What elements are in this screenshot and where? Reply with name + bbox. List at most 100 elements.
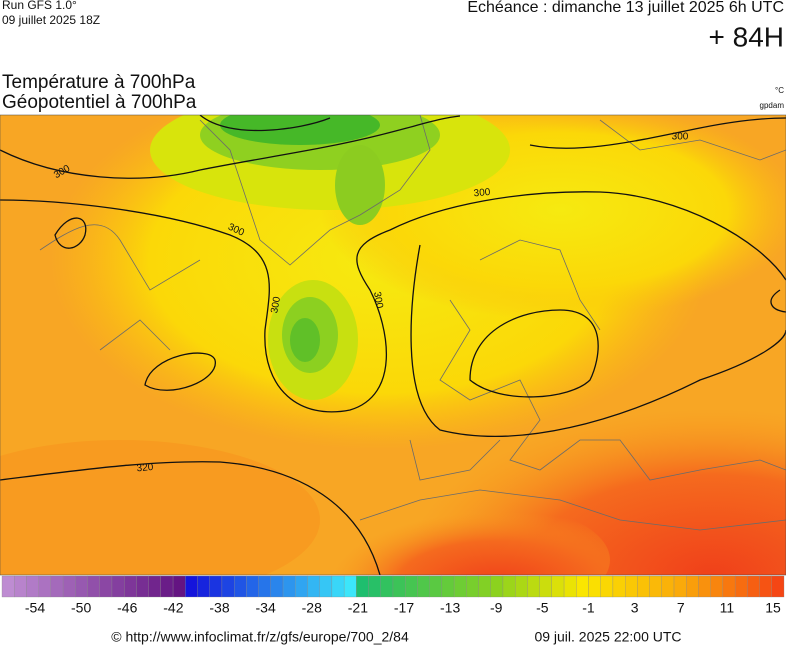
- colorbar-label: -46: [117, 600, 137, 616]
- colorbar-swatch: [576, 575, 589, 598]
- colorbar-swatch: [612, 575, 626, 598]
- coastlines: [39, 115, 786, 531]
- colorbar-swatch: [26, 575, 39, 598]
- colorbar: -54 -50 -46 -42 -38 -34 -28 -21 -17 -13 -9 -5 -1 3 7 11…: [1, 575, 785, 616]
- colorbar-swatch: [453, 575, 467, 598]
- colorbar-label: -9: [490, 600, 503, 616]
- colorbar-swatch: [295, 575, 308, 598]
- colorbar-label: -50: [71, 600, 91, 616]
- colorbar-swatch: [136, 575, 149, 598]
- colorbar-swatch: [710, 575, 724, 598]
- footer-url: © http://www.infoclimat.fr/z/gfs/europe/…: [111, 629, 409, 645]
- title-temperature: Température à 700hPa: [2, 72, 196, 93]
- run-date: 09 juillet 2025 18Z: [2, 13, 100, 27]
- valid-time: Echéance : dimanche 13 juillet 2025 6h U…: [467, 0, 784, 16]
- colorbar-label: 3: [631, 600, 639, 616]
- colorbar-swatch: [331, 575, 345, 598]
- colorbar-swatch: [62, 575, 76, 598]
- colorbar-swatch: [1, 575, 15, 598]
- colorbar-swatch: [270, 575, 284, 598]
- colorbar-swatch: [148, 575, 161, 598]
- colorbar-swatch: [625, 575, 638, 598]
- title-geopotential: Géopotentiel à 700hPa: [2, 92, 197, 113]
- colorbar-swatch: [734, 575, 748, 598]
- colorbar-swatch: [551, 575, 565, 598]
- colorbar-swatch: [87, 575, 100, 598]
- colorbar-swatch: [258, 575, 271, 598]
- colorbar-swatch: [75, 575, 88, 598]
- colorbar-swatch: [368, 575, 381, 598]
- contour-label: 300: [672, 132, 689, 143]
- colorbar-swatch: [14, 575, 27, 598]
- colorbar-label: 15: [765, 600, 781, 616]
- colorbar-swatch: [637, 575, 650, 598]
- colorbar-swatch: [221, 575, 235, 598]
- colorbar-label: -1: [582, 600, 595, 616]
- colorbar-swatch: [405, 575, 418, 598]
- colorbar-label: -13: [440, 600, 460, 616]
- colorbar-swatch: [502, 575, 516, 598]
- map-frame: [0, 114, 786, 576]
- run-label: Run GFS 1.0°: [2, 0, 77, 12]
- footer-time: 09 juil. 2025 22:00 UTC: [534, 629, 681, 645]
- colorbar-swatch: [99, 575, 113, 598]
- colorbar-swatch: [527, 575, 540, 598]
- colorbar-swatch: [478, 575, 491, 598]
- colorbar-swatch: [588, 575, 601, 598]
- colorbar-swatch: [600, 575, 614, 598]
- contour-label: 300: [269, 295, 283, 314]
- colorbar-swatch: [539, 575, 552, 598]
- colorbar-swatch: [649, 575, 662, 598]
- colorbar-swatch: [698, 575, 711, 598]
- colorbar-swatch: [234, 575, 247, 598]
- colorbar-swatch: [380, 575, 394, 598]
- lead-time: + 84H: [709, 21, 785, 52]
- colorbar-swatch: [319, 575, 333, 598]
- colorbar-swatch: [246, 575, 259, 598]
- unit-temperature: °C: [775, 86, 784, 95]
- colorbar-swatch: [673, 575, 687, 598]
- colorbar-label: -34: [256, 600, 276, 616]
- colorbar-swatch: [209, 575, 223, 598]
- colorbar-label: -54: [25, 600, 45, 616]
- colorbar-swatch: [441, 575, 455, 598]
- colorbar-swatch: [185, 575, 198, 598]
- colorbar-swatch: [356, 575, 369, 598]
- colorbar-label: -21: [348, 600, 368, 616]
- colorbar-swatch: [563, 575, 577, 598]
- colorbar-swatch: [759, 575, 772, 598]
- colorbar-swatch: [172, 575, 186, 598]
- colorbar-swatch: [686, 575, 699, 598]
- colorbar-label: -38: [209, 600, 229, 616]
- contour-label: 300: [371, 291, 385, 310]
- contour-label: 320: [136, 462, 154, 474]
- colorbar-swatch: [417, 575, 430, 598]
- colorbar-swatch: [771, 575, 785, 598]
- colorbar-swatch: [466, 575, 479, 598]
- colorbar-label: -28: [302, 600, 322, 616]
- colorbar-swatch: [307, 575, 320, 598]
- colorbar-swatch: [429, 575, 443, 598]
- colorbar-swatch: [490, 575, 504, 598]
- colorbar-label: -17: [394, 600, 414, 616]
- colorbar-swatch: [282, 575, 296, 598]
- colorbar-swatch: [160, 575, 174, 598]
- colorbar-label: 11: [720, 600, 735, 616]
- colorbar-swatch: [747, 575, 760, 598]
- colorbar-label: -5: [536, 600, 549, 616]
- unit-geopotential: gpdam: [760, 101, 785, 110]
- colorbar-swatch: [722, 575, 736, 598]
- colorbar-swatch: [197, 575, 210, 598]
- colorbar-swatch: [111, 575, 125, 598]
- contours: [0, 115, 786, 575]
- colorbar-swatch: [38, 575, 52, 598]
- colorbar-swatch: [515, 575, 528, 598]
- colorbar-swatch: [343, 575, 357, 598]
- colorbar-swatch: [661, 575, 675, 598]
- colorbar-label: 7: [677, 600, 685, 616]
- colorbar-label: -42: [163, 600, 183, 616]
- contour-label: 300: [473, 187, 491, 199]
